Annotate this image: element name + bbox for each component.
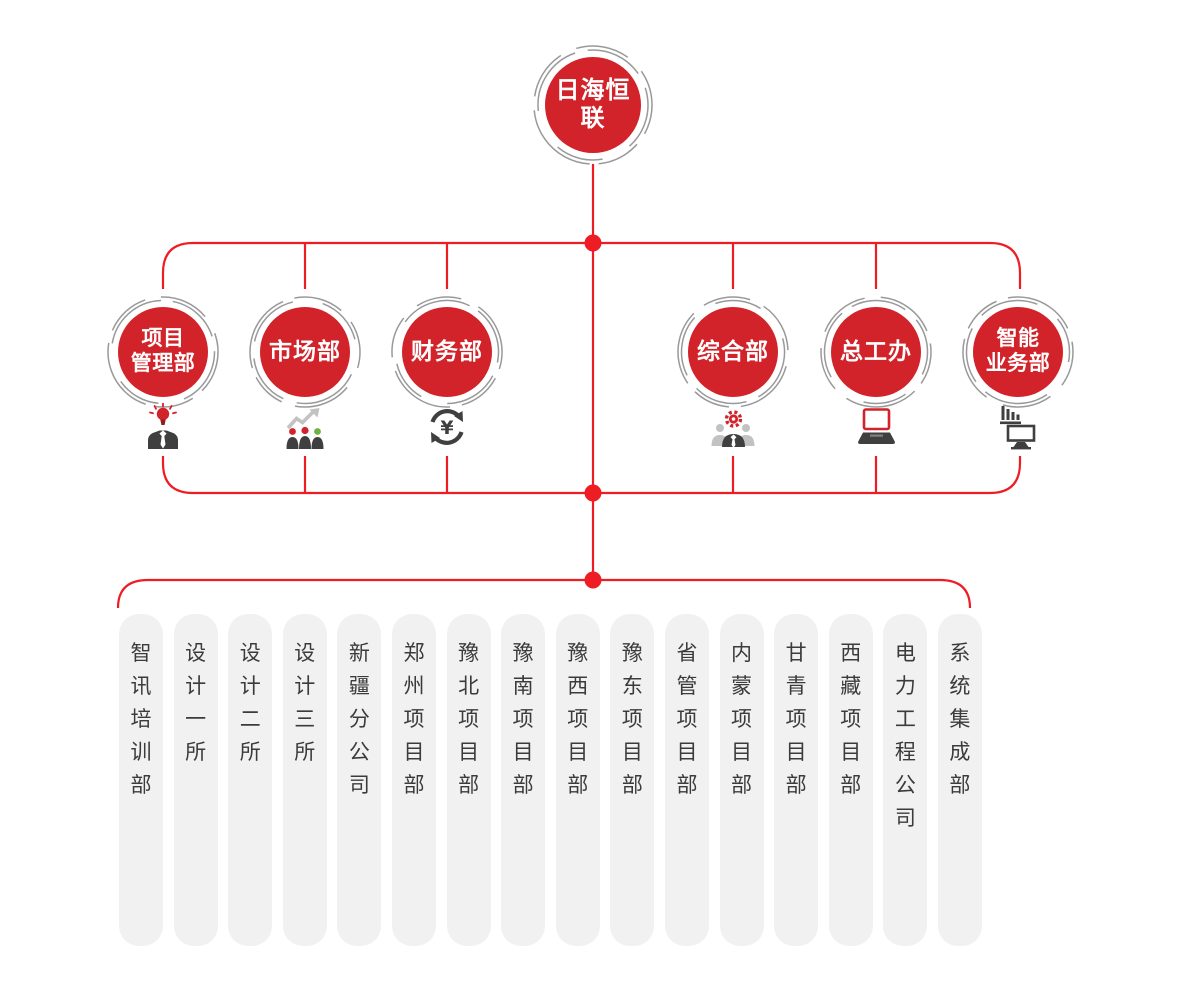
org-unit-column: 新疆分公司 [337,614,382,946]
svg-text:¥: ¥ [440,417,453,439]
department-label: 总工办 [840,338,912,365]
sketch-ring-icon [533,45,653,165]
org-unit-column: 智讯培训部 [119,614,163,946]
department-label: 项目 管理部 [130,327,196,375]
node-intelligent-business-dept: 智能 业务部 [961,295,1075,450]
unit-column-row: 智讯培训部 设计一所 设计二所 设计三所 新疆分公司 郑州项目部 豫北项目部 豫… [119,614,982,946]
org-unit-column: 豫南项目部 [501,614,546,946]
laptop-icon [852,403,900,451]
team-gear-icon [709,403,757,451]
org-unit-column: 甘青项目部 [774,614,819,946]
org-unit-column: 设计一所 [173,614,218,946]
department-label: 市场部 [269,338,341,365]
org-unit-column: 豫西项目部 [555,614,600,946]
sketch-ring-icon [249,296,361,408]
root-label: 日海恒联 [555,76,631,132]
org-unit-column: 系统集成部 [937,614,982,946]
department-circle: 项目 管理部 [118,307,208,397]
org-unit-column: 内蒙项目部 [719,614,764,946]
department-circle: 智能 业务部 [973,307,1063,397]
sketch-ring-icon [962,296,1074,408]
node-project-management-dept: 项目 管理部 [106,295,220,449]
person-idea-icon [139,403,187,451]
org-unit-column: 郑州项目部 [391,614,436,946]
org-unit-column: 豫东项目部 [610,614,655,946]
junction-dot [584,484,602,502]
department-label: 财务部 [411,338,483,365]
node-root: 日海恒联 [532,44,654,166]
sketch-ring-icon [107,296,219,408]
level3-bus [116,578,972,609]
node-finance-dept: 财务部 ¥ [390,295,504,445]
node-general-affairs-dept: 综合部 [676,295,790,448]
yuan-cycle-icon: ¥ [423,403,471,451]
monitor-stats-icon [994,403,1042,451]
junction-dot [584,234,602,252]
root-circle: 日海恒联 [545,57,641,153]
org-unit-column: 设计二所 [228,614,273,946]
department-label: 综合部 [697,338,769,365]
junction-dot [584,571,602,589]
org-unit-column: 西藏项目部 [828,614,873,946]
department-circle: 市场部 [260,307,350,397]
department-circle: 综合部 [688,307,778,397]
department-circle: 财务部 [402,307,492,397]
sketch-ring-icon [391,296,503,408]
node-marketing-dept: 市场部 [248,295,362,449]
node-chief-engineer-office: 总工办 [819,295,933,444]
org-unit-column: 电力工程公司 [883,614,928,946]
department-circle: 总工办 [831,307,921,397]
people-growth-icon [281,403,329,451]
org-unit-column: 设计三所 [282,614,327,946]
org-unit-column: 豫北项目部 [446,614,491,946]
department-label: 智能 业务部 [985,327,1051,375]
sketch-ring-icon [820,296,932,408]
org-unit-column: 省管项目部 [664,614,709,946]
sketch-ring-icon [677,296,789,408]
